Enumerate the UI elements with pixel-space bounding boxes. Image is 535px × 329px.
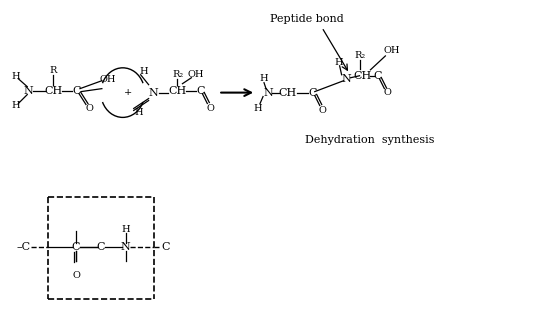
Text: H: H [121,225,130,234]
Text: OH: OH [383,46,400,56]
Text: C: C [161,242,170,252]
Text: R: R [49,66,57,75]
Text: N: N [263,88,273,98]
Text: N: N [342,74,351,84]
Text: H: H [334,58,343,67]
Text: –C: –C [16,242,30,252]
Text: O: O [384,88,391,97]
Text: O: O [86,104,94,113]
Text: O: O [207,104,214,113]
Text: OH: OH [187,70,204,79]
Text: O: O [72,270,80,280]
Text: C: C [73,86,81,96]
Text: CH: CH [354,71,372,81]
Text: CH: CH [169,86,187,96]
Text: +: + [124,88,132,97]
Text: R₂: R₂ [172,70,183,79]
Text: Peptide bond: Peptide bond [270,14,343,24]
Text: N: N [149,88,158,98]
Text: C: C [196,86,204,96]
Text: H: H [254,104,262,113]
Text: Dehydration  synthesis: Dehydration synthesis [305,135,434,145]
Text: N: N [24,86,33,96]
Text: C: C [97,242,105,252]
Text: H: H [11,101,20,110]
Text: R₂: R₂ [354,51,365,61]
Text: C: C [72,242,80,252]
Text: H: H [259,74,269,83]
Text: H: H [134,108,143,117]
Text: CH: CH [44,86,62,96]
Text: H: H [139,67,148,76]
Text: H: H [11,72,20,81]
Text: C: C [309,88,317,98]
Text: OH: OH [100,75,116,84]
Text: N: N [121,242,131,252]
Text: C: C [373,71,381,81]
Text: CH: CH [279,88,297,98]
Text: O: O [319,106,327,115]
